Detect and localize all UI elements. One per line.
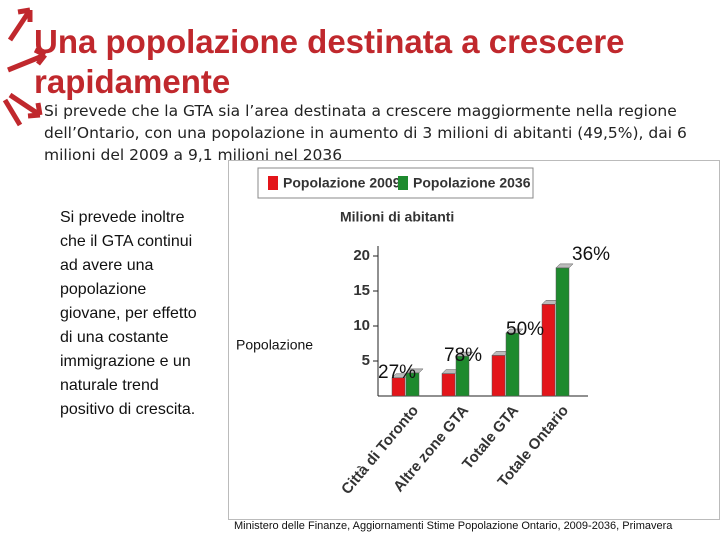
source: Ministero delle Finanze, Aggiornamenti S… — [234, 520, 673, 532]
side-text: Si prevede inoltre che il GTA continui a… — [60, 209, 197, 418]
y-tick-label: 5 — [362, 352, 370, 369]
y-tick-label: 10 — [353, 317, 370, 334]
annotation: 27% — [378, 362, 416, 383]
bar — [491, 355, 506, 397]
bar-top — [505, 328, 524, 334]
decoration — [2, 7, 47, 127]
legend-swatch — [268, 176, 278, 190]
bar-top — [455, 351, 474, 357]
slide-title: Una popolazione destinata a crescere rap… — [34, 23, 625, 100]
bullet-text: Si prevede che la GTA sia l’area destina… — [44, 102, 687, 164]
bar — [555, 267, 570, 397]
bar-top — [405, 368, 424, 374]
bar-top — [555, 263, 574, 269]
annotation: 50% — [506, 319, 544, 340]
y-tick-label: 20 — [353, 247, 370, 264]
chart: Milioni di abitanti Popolazione 5 10 15 20 P… — [228, 160, 720, 520]
legend-swatch — [398, 176, 408, 190]
legend-label: Popolazione 2036 — [413, 175, 531, 191]
legend-label: Popolazione 2009 — [283, 175, 401, 191]
bar — [505, 332, 520, 397]
chart-subtitle: Milioni di abitanti — [340, 209, 454, 225]
chart-frame — [228, 160, 720, 520]
y-tick-label: 15 — [353, 282, 370, 299]
annotation: 36% — [572, 244, 610, 265]
legend-box — [257, 167, 534, 199]
y-axis-label: Popolazione — [236, 337, 313, 353]
annotation: 78% — [444, 345, 482, 366]
bar — [441, 373, 456, 397]
